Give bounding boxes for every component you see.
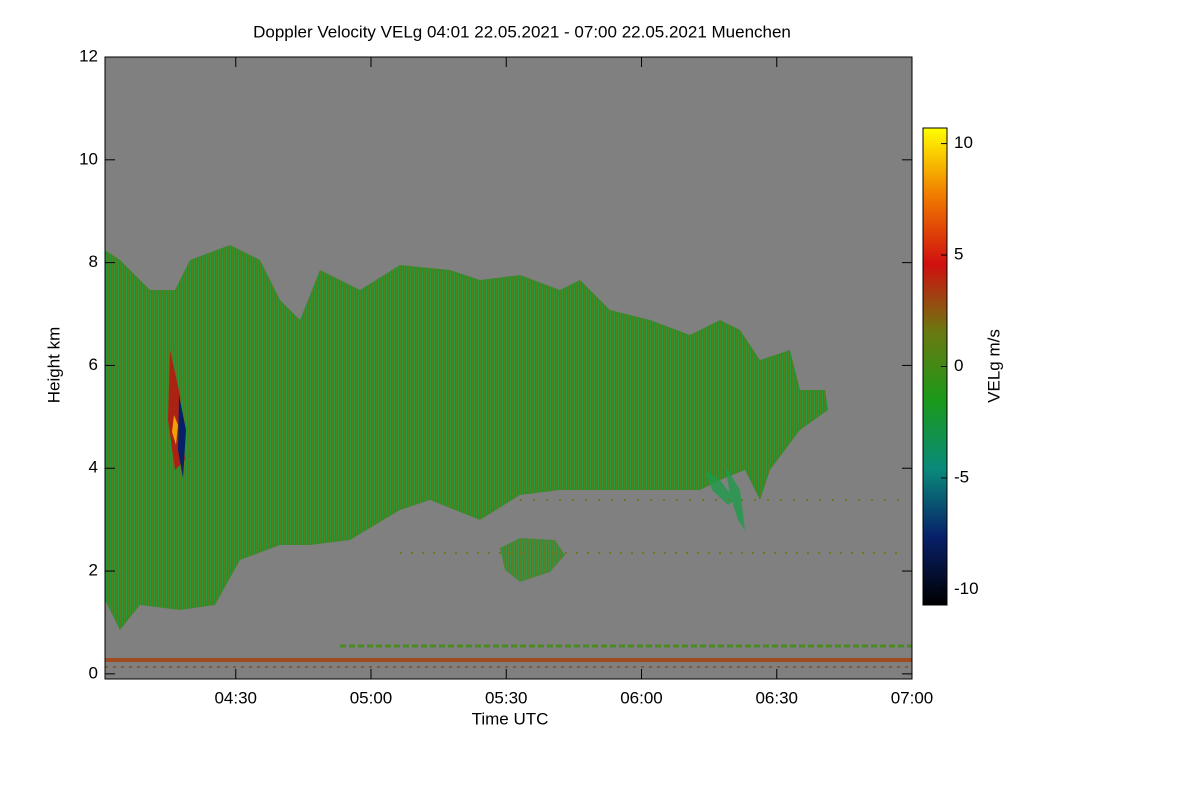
colorbar-tick-label: -10 — [954, 579, 979, 598]
y-tick-label: 8 — [89, 252, 98, 271]
colorbar-label: VELg m/s — [984, 329, 1003, 403]
y-tick-label: 2 — [89, 561, 98, 580]
x-tick-label: 04:30 — [214, 688, 257, 707]
y-tick-label: 0 — [89, 663, 98, 682]
colorbar-tick-label: 10 — [954, 133, 973, 152]
x-tick-label: 06:00 — [620, 688, 663, 707]
x-tick-label: 05:00 — [350, 688, 393, 707]
colorbar-tick-label: 5 — [954, 245, 963, 264]
y-tick-label: 4 — [89, 458, 98, 477]
x-tick-label: 07:00 — [891, 688, 934, 707]
y-axis-label: Height km — [44, 327, 63, 404]
colorbar-tick-label: 0 — [954, 356, 963, 375]
chart-title: Doppler Velocity VELg 04:01 22.05.2021 -… — [253, 22, 791, 41]
x-tick-label: 05:30 — [485, 688, 528, 707]
x-axis-label: Time UTC — [472, 709, 549, 728]
colorbar-tick-label: -5 — [954, 467, 969, 486]
y-tick-label: 6 — [89, 355, 98, 374]
y-tick-label: 10 — [79, 149, 98, 168]
y-tick-label: 12 — [79, 46, 98, 65]
velocity-field — [105, 245, 912, 668]
x-tick-label: 06:30 — [755, 688, 798, 707]
plot-frame — [104, 56, 913, 680]
